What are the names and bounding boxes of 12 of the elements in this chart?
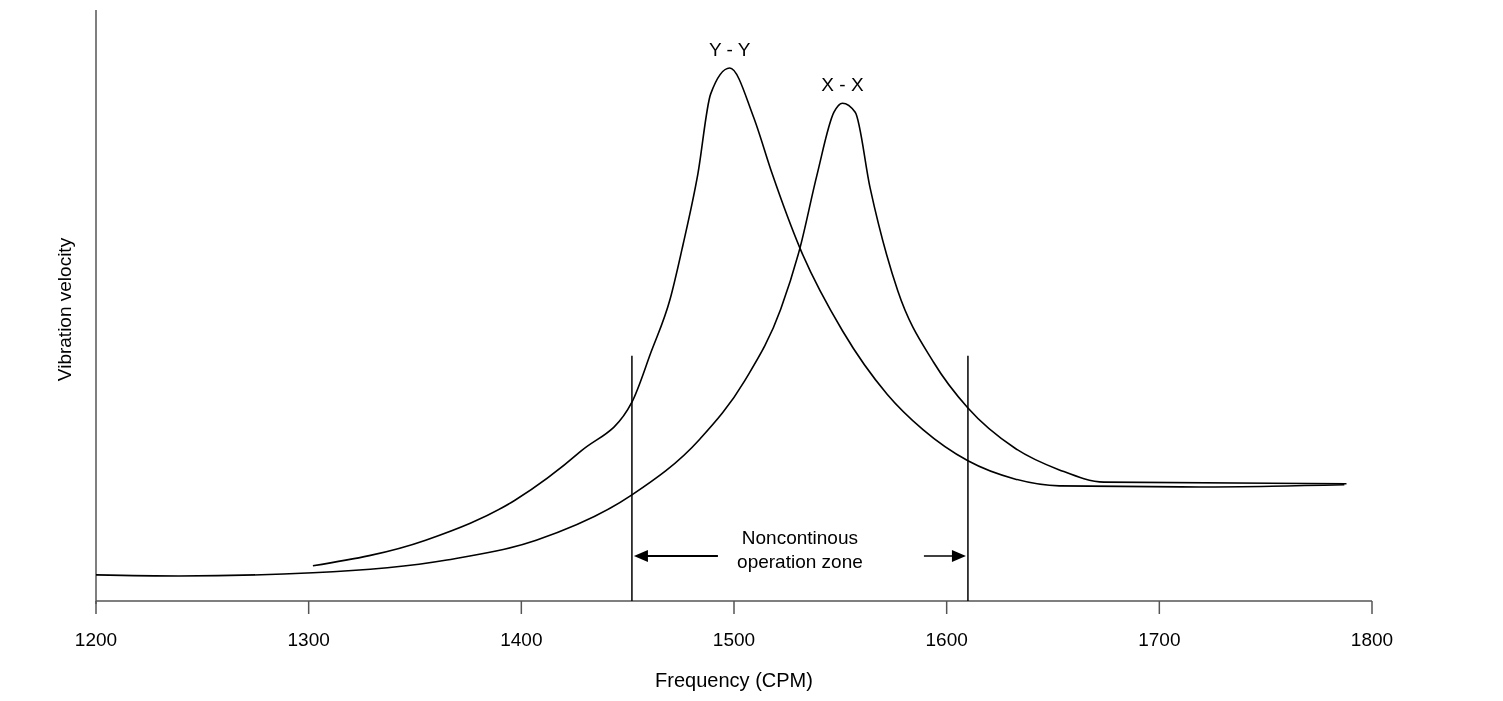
x-tick-label: 1300	[287, 629, 330, 650]
x-axis-title: Frequency (CPM)	[655, 669, 813, 691]
x-tick-label: 1700	[1138, 629, 1181, 650]
x-tick-label: 1800	[1350, 629, 1394, 650]
series-label: X - X	[821, 74, 864, 96]
x-tick-label: 1200	[74, 629, 118, 650]
x-tick-label: 1600	[925, 629, 968, 650]
annotation: Noncontinous operation zone	[737, 527, 863, 572]
x-tick-label: 1500	[712, 629, 756, 650]
y-axis-title: Vibration velocity	[54, 237, 75, 382]
x-tick-label: 1400	[500, 629, 543, 650]
series-label: Y - Y	[708, 39, 751, 60]
